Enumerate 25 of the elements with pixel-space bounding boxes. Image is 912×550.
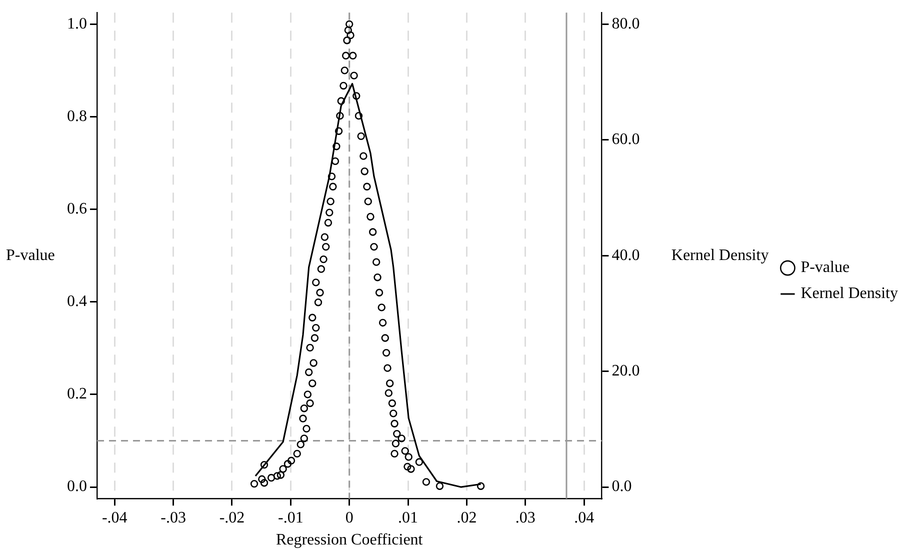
y-tick-label: 0.6 [67, 200, 87, 218]
x-tick-label: -.02 [219, 509, 245, 526]
x-tick-label: .04 [574, 509, 594, 526]
y-tick-label: 1.0 [67, 15, 87, 32]
legend-label: Kernel Density [800, 285, 898, 302]
y-tick-label: 0.4 [67, 293, 87, 310]
y2-axis-title: Kernel Density [671, 246, 769, 264]
y2-tick-label: 80.0 [612, 15, 640, 32]
y-axis-title: P-value [6, 246, 55, 264]
y-tick-label: 0.2 [67, 386, 87, 403]
x-tick-label: -.03 [160, 509, 186, 526]
y-tick-label: 0.0 [67, 478, 87, 496]
x-tick-label: .03 [515, 509, 536, 526]
x-axis-title: Regression Coefficient [276, 532, 424, 549]
y2-tick-label: 60.0 [612, 131, 640, 148]
legend-label: P-value [800, 259, 850, 276]
x-tick-label: 0 [345, 509, 354, 526]
y-tick-label: 0.8 [67, 108, 87, 125]
x-tick-label: .01 [398, 509, 418, 526]
y2-tick-label: 0.0 [612, 478, 632, 496]
y2-tick-label: 20.0 [612, 362, 640, 380]
x-tick-label: .02 [456, 509, 477, 526]
x-tick-label: -.01 [278, 509, 304, 526]
y2-tick-label: 40.0 [612, 246, 640, 264]
x-tick-label: -.04 [102, 509, 128, 526]
